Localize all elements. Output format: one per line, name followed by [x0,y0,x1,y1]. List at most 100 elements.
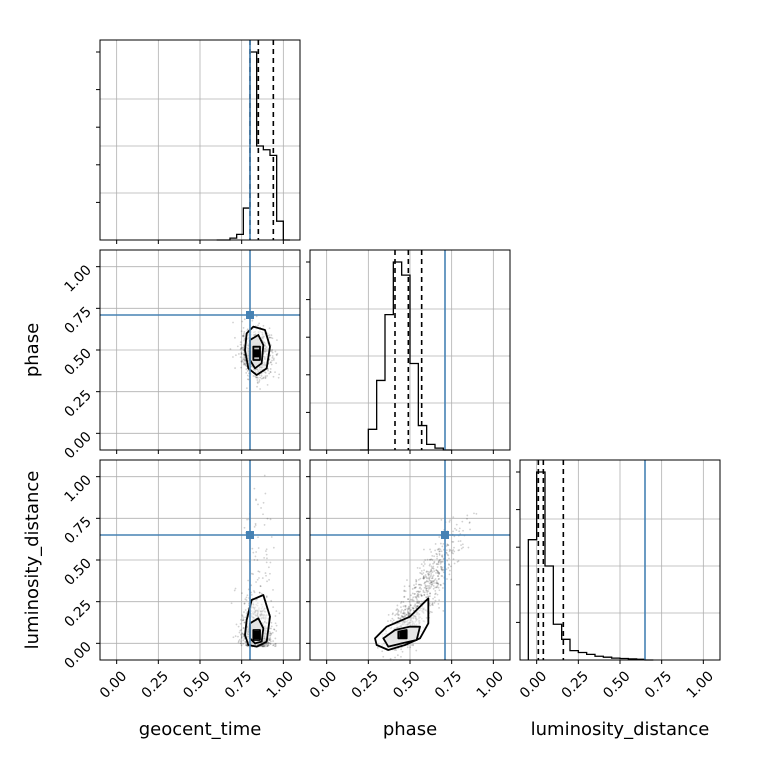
sample-point [434,589,437,592]
sample-point [245,644,248,647]
sample-point [257,324,259,327]
sample-point [416,592,419,595]
sample-point [242,334,244,337]
sample-point [424,575,427,578]
sample-point [232,636,235,639]
x-tick-label: 1.00 [474,668,507,701]
sample-point [267,644,270,647]
sample-point [269,642,272,645]
x-tick-label: 0.50 [600,668,633,701]
sample-point [266,644,268,646]
sample-point [252,551,255,554]
sample-point [432,574,435,577]
sample-point [442,568,444,571]
sample-point [431,567,434,569]
sample-point [431,559,434,561]
sample-point [418,600,421,603]
sample-point [438,552,441,555]
sample-point [258,380,261,383]
sample-point [257,570,260,573]
sample-point [430,577,433,580]
sample-point [439,562,442,565]
sample-point [389,657,392,660]
sample-point [475,512,478,515]
sample-point [268,334,271,336]
sample-point [404,590,407,593]
sample-point [240,637,243,640]
sample-point [265,561,268,564]
sample-point [428,578,431,581]
histogram-panel-luminosity_distance: 0.00 0.25 0.50 0.75 1.00 [516,459,721,702]
sample-point [407,612,410,615]
sample-point [433,560,436,563]
sample-point [256,379,259,381]
sample-point [414,595,417,598]
sample-point [233,589,236,592]
sample-point [272,644,274,647]
sample-point [269,638,272,641]
sample-point [407,612,410,614]
sample-point [429,604,431,607]
sample-point [419,603,422,605]
sample-point [263,645,265,648]
sample-point [265,642,268,645]
sample-point [430,567,433,570]
sample-point [424,586,427,588]
sample-point [455,523,458,526]
sample-point [436,553,438,556]
sample-point [430,569,432,571]
sample-point [238,638,241,641]
sample-point [435,563,438,565]
sample-point [262,324,265,327]
sample-point [235,623,238,626]
sample-point [442,542,445,545]
sample-point [462,529,464,532]
sample-point [401,650,404,653]
sample-point [247,378,250,381]
sample-point [441,566,444,569]
sample-point [427,570,430,573]
sample-point [261,645,264,647]
sample-point [264,377,267,380]
sample-point [243,362,245,365]
sample-point [252,375,255,377]
sample-point [419,577,422,580]
sample-point [241,320,244,323]
sample-point [451,551,453,554]
sample-point [264,644,266,647]
sample-point [458,530,461,533]
sample-point [404,606,407,608]
sample-point [428,588,430,590]
sample-point [243,331,246,333]
sample-point [267,566,270,569]
sample-point [244,616,247,619]
sample-point [416,601,419,603]
sample-point [397,616,400,619]
sample-point [404,608,407,611]
sample-point [432,580,435,583]
sample-point [447,554,450,557]
sample-point [423,548,425,551]
sample-point [241,615,244,618]
sample-point [240,360,243,362]
sample-point [451,550,454,552]
sample-point [439,584,442,587]
sample-point [268,578,270,581]
sample-point [278,373,281,376]
sample-point [446,544,449,546]
sample-point [276,339,278,342]
sample-point [437,602,440,605]
sample-point [421,600,424,603]
sample-point [272,589,274,591]
sample-point [268,634,271,637]
sample-point [262,513,264,516]
sample-point [417,596,420,598]
sample-point [239,622,242,625]
sample-point [446,578,448,580]
sample-point [419,583,422,586]
sample-point [431,583,434,585]
sample-point [432,580,435,583]
sample-point [391,613,394,616]
histogram-step [360,261,452,451]
sample-point [250,593,253,596]
